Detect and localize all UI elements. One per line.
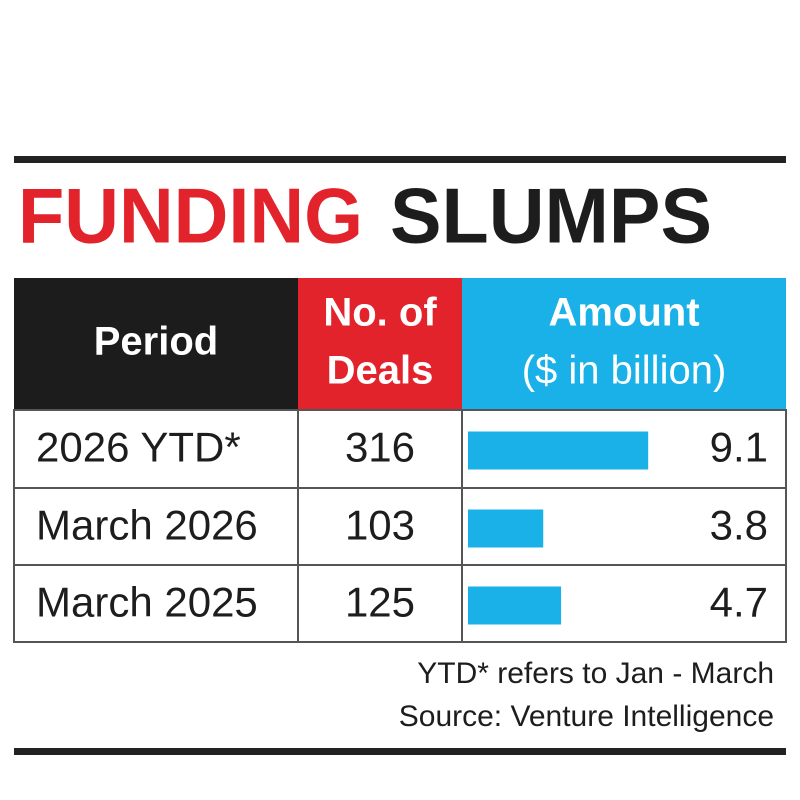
- header-text: Deals: [327, 349, 434, 393]
- period-cell: March 2025: [36, 579, 258, 626]
- header-cell-period: [14, 278, 298, 410]
- header-text: ($ in billion): [522, 349, 727, 393]
- header-text: Period: [94, 320, 218, 364]
- note: YTD* refers to Jan - March: [417, 657, 774, 690]
- note: Source: Venture Intelligence: [399, 700, 774, 733]
- period-cell: March 2026: [36, 502, 258, 549]
- header-text: Amount: [548, 291, 699, 335]
- period-cell: 2026 YTD*: [36, 424, 241, 471]
- amount-label: 3.8: [710, 502, 768, 549]
- deals-cell: 316: [345, 424, 415, 471]
- amount-bar: [468, 586, 562, 625]
- title-part1: FUNDING: [18, 172, 363, 260]
- table-grid: [13, 409, 787, 643]
- bottom-rule: [14, 748, 786, 755]
- header-cell-deals: [298, 278, 462, 410]
- title-part2: SLUMPS: [390, 172, 712, 260]
- top-rule: [14, 156, 786, 163]
- amount-label: 4.7: [710, 579, 768, 626]
- deals-cell: 103: [345, 502, 415, 549]
- header-text: No. of: [323, 291, 437, 335]
- deals-cell: 125: [345, 579, 415, 626]
- header-cell-amount: [462, 278, 786, 410]
- amount-bar: [468, 431, 649, 470]
- amount-label: 9.1: [710, 424, 768, 471]
- amount-bar: [468, 509, 544, 548]
